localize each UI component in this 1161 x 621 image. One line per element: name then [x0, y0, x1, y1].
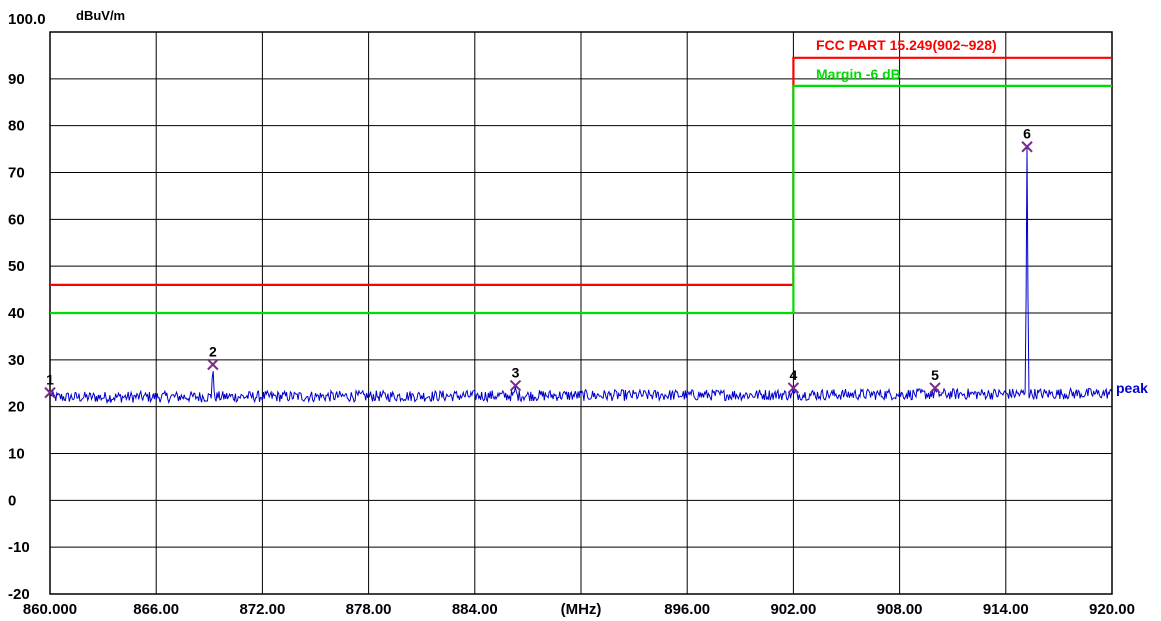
y-tick-label: 0 [8, 492, 16, 509]
x-tick-label: 878.00 [346, 601, 392, 618]
marker-3: 3 [509, 365, 522, 392]
x-tick-label: 896.00 [664, 601, 710, 618]
x-tick-labels: 860.000 866.00 872.00 878.00 884.00 (MHz) 896.… [23, 601, 1135, 618]
marker-label: 2 [209, 344, 217, 360]
y-axis-unit: dBuV/m [76, 8, 125, 23]
marker-4: 4 [787, 367, 800, 394]
x-tick-label: 866.00 [133, 601, 179, 618]
marker-cross-b [509, 379, 522, 392]
marker-label: 3 [512, 365, 520, 381]
y-tick-label: 70 [8, 165, 25, 182]
legend-margin-label: Margin -6 dB [816, 66, 901, 82]
y-tick-label: 50 [8, 258, 25, 275]
y-tick-labels: 90 80 70 60 50 40 30 20 10 0 -10 -20 [8, 71, 30, 603]
y-tick-label: 90 [8, 71, 25, 88]
x-tick-label: 884.00 [452, 601, 498, 618]
marker-5: 5 [929, 367, 941, 394]
peak-trace [49, 146, 1113, 405]
x-tick-label: 860.000 [23, 601, 77, 618]
y-tick-label: -20 [8, 586, 30, 603]
marker-6: 6 [1021, 126, 1033, 153]
margin-line [50, 84, 1112, 315]
y-tick-label: 20 [8, 399, 25, 416]
marker-label: 1 [46, 372, 54, 388]
y-tick-label: 60 [8, 211, 25, 228]
x-tick-label: 872.00 [239, 601, 285, 618]
x-tick-label: 914.00 [983, 601, 1029, 618]
marker-cross-b [787, 382, 800, 394]
marker-2: 2 [207, 344, 219, 371]
legend-limit-label: FCC PART 15.249(902~928) [816, 37, 997, 53]
legend: FCC PART 15.249(902~928) Margin -6 dB [816, 37, 997, 82]
y-tick-label: 10 [8, 446, 25, 463]
marker-cross-b [929, 382, 941, 394]
marker-label: 6 [1023, 126, 1031, 142]
marker-label: 5 [931, 367, 939, 383]
marker-cross-b [207, 358, 219, 371]
y-tick-label: -10 [8, 539, 30, 556]
marker-label: 4 [790, 367, 798, 383]
y-top-tick-label: 100.0 [8, 11, 46, 28]
marker-cross-b [44, 386, 56, 399]
trace-label-peak: peak [1116, 380, 1148, 396]
markers: 1 2 3 4 5 6 [44, 126, 1033, 399]
y-tick-label: 40 [8, 305, 25, 322]
y-tick-label: 80 [8, 118, 25, 135]
marker-1: 1 [44, 372, 56, 399]
y-tick-label: 30 [8, 352, 25, 369]
x-tick-label: (MHz) [561, 601, 602, 618]
x-tick-label: 902.00 [770, 601, 816, 618]
x-tick-label: 908.00 [877, 601, 923, 618]
series-lines [49, 56, 1113, 405]
x-tick-label: 920.00 [1089, 601, 1135, 618]
marker-cross-b [1021, 141, 1033, 153]
